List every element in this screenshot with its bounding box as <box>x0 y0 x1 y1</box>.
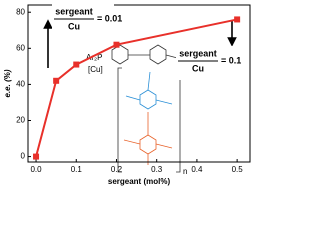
y-axis-label: e.e. (%) <box>3 69 12 97</box>
x-tick-label: 0.0 <box>30 165 42 174</box>
annotation-denominator: Cu <box>68 21 80 31</box>
data-point <box>234 16 241 23</box>
data-point <box>73 61 80 68</box>
x-tick-label: 0.2 <box>111 165 123 174</box>
annotation-denominator: Cu <box>192 63 204 73</box>
plot-frame <box>27 4 251 163</box>
x-axis-label: sergeant (mol%) <box>108 177 171 186</box>
y-tick-label: 0 <box>21 152 26 161</box>
y-tick-label: 80 <box>16 7 25 16</box>
y-tick-label: 40 <box>16 80 25 89</box>
annotation-box <box>176 46 248 80</box>
structure-label: Ar₂P <box>86 53 102 62</box>
annotation-value: = 0.1 <box>221 55 241 65</box>
annotation-value: = 0.01 <box>97 13 122 23</box>
data-point <box>53 77 60 84</box>
annotation-numerator: sergeant <box>179 48 217 58</box>
data-line <box>35 18 238 157</box>
x-tick-label: 0.1 <box>71 165 83 174</box>
x-tick-label: 0.3 <box>151 165 163 174</box>
chart: Ar₂P [Cu] n 0 20 40 60 80 0.0 0.1 0.2 0.3 0.4 0.5 s… <box>3 4 251 186</box>
y-tick-label: 20 <box>16 116 25 125</box>
data-point <box>33 153 40 160</box>
x-tick-label: 0.4 <box>191 165 203 174</box>
structure-label: n <box>183 167 187 176</box>
structure-label: [Cu] <box>88 65 103 74</box>
x-tick-label: 0.5 <box>232 165 244 174</box>
y-tick-label: 60 <box>16 43 25 52</box>
annotation-numerator: sergeant <box>55 6 93 16</box>
structure <box>111 44 186 173</box>
data-point <box>113 41 120 48</box>
